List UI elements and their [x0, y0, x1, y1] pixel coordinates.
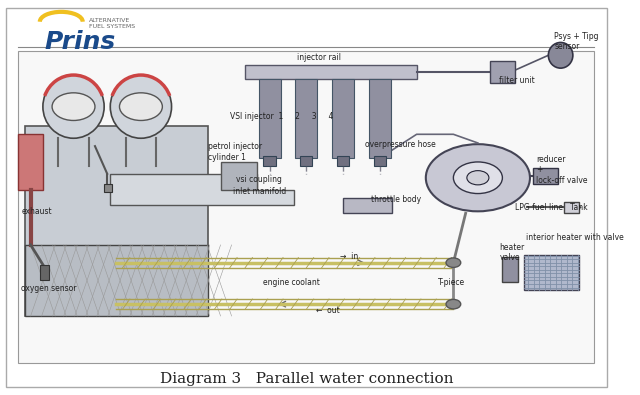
Text: inlet manifold: inlet manifold	[233, 187, 286, 196]
Ellipse shape	[43, 75, 104, 138]
FancyBboxPatch shape	[374, 156, 386, 166]
Text: interior heater with valve: interior heater with valve	[525, 233, 623, 241]
Circle shape	[446, 258, 461, 267]
Polygon shape	[110, 174, 294, 205]
Circle shape	[467, 171, 489, 185]
FancyBboxPatch shape	[300, 156, 312, 166]
FancyBboxPatch shape	[24, 245, 208, 316]
FancyBboxPatch shape	[40, 265, 49, 280]
Text: T-piece: T-piece	[438, 278, 465, 287]
Text: heater
valve: heater valve	[499, 243, 525, 263]
Ellipse shape	[110, 75, 172, 138]
Text: LPG fuel line   Tank: LPG fuel line Tank	[515, 203, 588, 212]
Text: ←  out: ← out	[316, 306, 339, 314]
FancyBboxPatch shape	[19, 134, 43, 190]
Text: reducer
+
lock-off valve: reducer + lock-off valve	[536, 155, 588, 185]
Text: engine coolant: engine coolant	[262, 278, 319, 287]
FancyBboxPatch shape	[6, 8, 607, 387]
Text: vsi coupling: vsi coupling	[236, 175, 282, 184]
Text: ALTERNATIVE
FUEL SYSTEMS: ALTERNATIVE FUEL SYSTEMS	[89, 18, 135, 28]
Text: Prins: Prins	[44, 30, 115, 54]
FancyBboxPatch shape	[24, 126, 208, 316]
FancyBboxPatch shape	[343, 198, 392, 213]
Text: injector rail: injector rail	[296, 53, 340, 62]
FancyBboxPatch shape	[369, 79, 391, 158]
Text: VSI injector  1     2     3     4: VSI injector 1 2 3 4	[230, 112, 333, 121]
Circle shape	[52, 93, 95, 120]
Text: Psys + Tipg
sensor: Psys + Tipg sensor	[554, 32, 599, 51]
Text: throttle body: throttle body	[371, 195, 420, 204]
FancyBboxPatch shape	[533, 168, 557, 184]
Text: overpressure hose: overpressure hose	[365, 140, 435, 149]
Ellipse shape	[548, 43, 573, 68]
FancyBboxPatch shape	[524, 255, 579, 290]
FancyBboxPatch shape	[502, 257, 518, 282]
FancyBboxPatch shape	[221, 162, 257, 190]
FancyBboxPatch shape	[264, 156, 276, 166]
FancyBboxPatch shape	[245, 65, 417, 79]
Circle shape	[120, 93, 163, 120]
FancyBboxPatch shape	[337, 156, 349, 166]
FancyBboxPatch shape	[259, 79, 280, 158]
Text: →  in: → in	[340, 252, 358, 261]
FancyBboxPatch shape	[104, 184, 111, 192]
Text: Diagram 3   Parallel water connection: Diagram 3 Parallel water connection	[159, 372, 453, 386]
FancyBboxPatch shape	[490, 61, 515, 83]
Text: filter unit: filter unit	[499, 77, 535, 85]
FancyBboxPatch shape	[295, 79, 317, 158]
FancyBboxPatch shape	[564, 202, 579, 213]
Circle shape	[426, 144, 530, 211]
FancyBboxPatch shape	[19, 51, 595, 363]
Text: oxygen sensor: oxygen sensor	[22, 284, 77, 293]
Circle shape	[453, 162, 502, 194]
Text: exhaust: exhaust	[22, 207, 52, 216]
Circle shape	[446, 299, 461, 309]
FancyBboxPatch shape	[332, 79, 354, 158]
Text: petrol injector
cylinder 1: petrol injector cylinder 1	[208, 142, 262, 162]
